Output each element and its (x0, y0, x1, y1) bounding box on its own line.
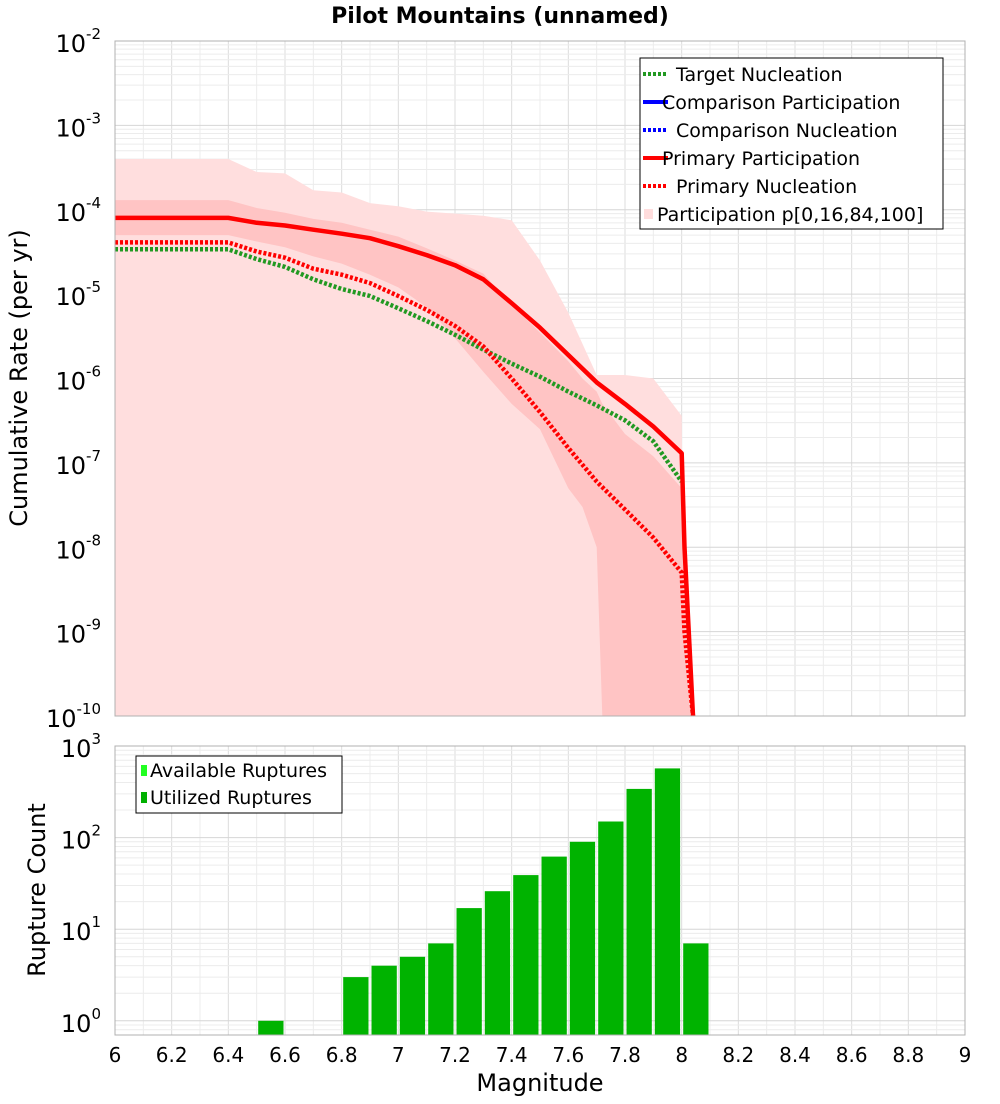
x-axis-title: Magnitude (476, 1069, 603, 1097)
rate-series (115, 215, 696, 716)
top-y-tick-label: 10-5 (55, 278, 101, 311)
bar-7.05 (399, 956, 426, 1035)
top-y-axis-title: Cumulative Rate (per yr) (5, 229, 33, 527)
x-tick-label: 7.4 (496, 1043, 528, 1067)
legend-label-comparison-participation: Comparison Participation (662, 92, 900, 114)
bottom-y-tick-label: 103 (61, 730, 101, 763)
series-line-primary-nucleation (115, 240, 696, 716)
x-tick-label: 6.4 (212, 1043, 244, 1067)
x-tick-label: 8 (675, 1043, 688, 1067)
top-legend: Target Nucleation Comparison Participatio… (639, 57, 944, 230)
top-y-tick-label: 10-3 (55, 109, 101, 142)
top-y-tick-labels: 10-10 10-9 10-8 10-7 10-6 10-5 10-4 10-3 10-2 (46, 25, 101, 733)
legend-label-primary-participation: Primary Participation (662, 148, 860, 170)
top-y-tick-label: 10-7 (55, 447, 101, 480)
x-tick-label: 9 (959, 1043, 972, 1067)
bar-7.85 (626, 788, 652, 1035)
legend-label-participation-p-0-16-84-100-: Participation p[0,16,84,100] (657, 204, 923, 226)
x-tick-label: 7 (392, 1043, 405, 1067)
top-legend-box (639, 57, 944, 230)
bar-8.05 (683, 943, 709, 1035)
x-tick-label: 8.6 (836, 1043, 868, 1067)
x-tick-label: 6 (109, 1043, 122, 1067)
x-tick-label: 7.2 (439, 1043, 471, 1067)
bar-7.95 (654, 768, 681, 1035)
x-tick-labels: 6 6.2 6.4 6.6 6.8 7 7.2 7.4 7.6 7.8 8 8.2 8.4 8.6 8.8 9 (109, 1043, 972, 1067)
top-y-tick-label: 10-10 (46, 700, 101, 733)
series-line-target-nucleation (115, 247, 684, 483)
bar-7.35 (484, 891, 511, 1035)
bottom-y-axis-title: Rupture Count (23, 803, 51, 977)
bar-7.55 (541, 856, 567, 1035)
x-tick-label: 7.8 (609, 1043, 641, 1067)
top-y-tick-label: 10-8 (55, 531, 101, 564)
bar-7.65 (569, 841, 596, 1035)
legend-swatch-participation-p-0-16-84-100- (644, 209, 653, 219)
bar-6.55 (258, 1020, 284, 1035)
top-y-tick-label: 10-4 (55, 194, 101, 227)
bar-7.45 (513, 875, 539, 1035)
bottom-y-tick-label: 100 (61, 1005, 101, 1038)
chart-title: Pilot Mountains (unnamed) (331, 4, 669, 29)
x-tick-label: 8.2 (722, 1043, 754, 1067)
x-tick-label: 7.6 (552, 1043, 584, 1067)
x-tick-label: 8.8 (892, 1043, 924, 1067)
top-y-tick-label: 10-6 (55, 363, 101, 396)
bottom-y-tick-labels: 100 101 102 103 (61, 730, 101, 1038)
bottom-legend: Available Ruptures Utilized Ruptures (135, 755, 343, 814)
bottom-y-tick-label: 102 (61, 822, 101, 855)
bar-6.95 (371, 965, 397, 1035)
bar-6.85 (343, 977, 369, 1035)
bottom-y-tick-label: 101 (61, 913, 101, 946)
top-plot-frame (114, 40, 966, 717)
x-tick-label: 6.8 (326, 1043, 358, 1067)
bar-7.15 (428, 943, 454, 1035)
legend-label-utilized-ruptures: Utilized Ruptures (150, 787, 312, 809)
legend-swatch-available-ruptures (141, 765, 147, 776)
bar-7.25 (456, 908, 482, 1035)
bottom-plot-frame (114, 745, 966, 1036)
legend-swatch-utilized-ruptures (141, 792, 147, 803)
bar-7.75 (598, 821, 624, 1035)
band-p0-p100 (115, 159, 696, 716)
legend-label-comparison-nucleation: Comparison Nucleation (676, 120, 898, 142)
series-line-primary-participation (115, 215, 696, 716)
bottom-legend-box (135, 755, 343, 814)
legend-label-primary-nucleation: Primary Nucleation (676, 176, 857, 198)
top-y-tick-label: 10-2 (55, 25, 101, 58)
x-tick-label: 6.2 (156, 1043, 188, 1067)
x-tick-label: 6.6 (269, 1043, 301, 1067)
legend-label-target-nucleation: Target Nucleation (675, 64, 843, 86)
x-tick-label: 8.4 (779, 1043, 811, 1067)
top-y-tick-label: 10-9 (55, 616, 101, 649)
legend-label-available-ruptures: Available Ruptures (150, 760, 327, 782)
rupture-bars (258, 768, 709, 1035)
